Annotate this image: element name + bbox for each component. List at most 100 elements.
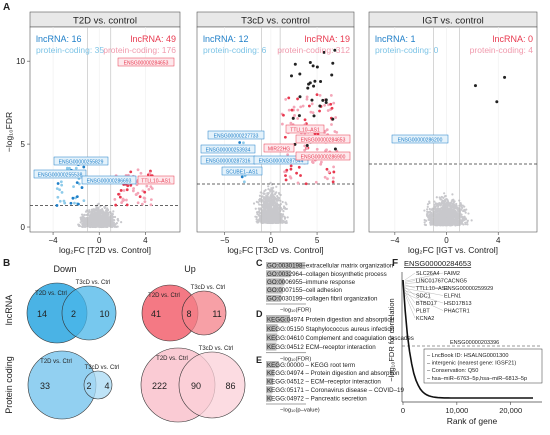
point-up: [140, 202, 144, 206]
point-up: [330, 106, 334, 110]
point-highlight: [297, 114, 301, 118]
point-ns: [96, 225, 99, 228]
gene-callout-label: ENSG00000286900: [301, 154, 346, 160]
rank-curve: [402, 279, 533, 399]
point-ns: [286, 216, 289, 219]
point-ns: [445, 215, 448, 218]
point-ns: [440, 201, 443, 204]
point-ns: [104, 209, 108, 212]
enrichment-axis-label: −log₁₀(FDR): [280, 308, 311, 314]
rank-x-tick-label: 10,000: [445, 406, 468, 415]
point-ns: [443, 203, 446, 206]
gene-callout-label: TTLL10–AS1: [290, 127, 320, 133]
point-ns: [267, 187, 270, 191]
rank-info-line: – intergenic (nearest gene: IGSF21): [427, 361, 516, 367]
venn-set-label-t3cd: T3cD vs. Ctrl: [85, 365, 120, 371]
point-ns: [453, 206, 457, 209]
point-up: [113, 197, 117, 201]
point-highlight: [311, 64, 315, 68]
point-ns: [451, 202, 454, 205]
venn-count-overlap: 90: [191, 381, 201, 391]
point-up: [309, 110, 313, 114]
venn-count-only-t3cd: 4: [104, 381, 109, 391]
point-ns: [281, 219, 284, 222]
point-up: [145, 184, 149, 188]
point-highlight: [333, 48, 337, 52]
point-ns: [449, 201, 452, 205]
point-ns: [271, 186, 275, 189]
point-ns: [430, 208, 433, 211]
venn-count-only-t2d: 14: [37, 309, 47, 319]
point-up: [149, 185, 153, 189]
point-ns: [102, 218, 105, 222]
rank-gene-label: KCNA2: [416, 316, 434, 322]
gene-callout-label: SCUBE1–AS1: [226, 169, 258, 175]
point-ns: [464, 217, 467, 220]
point-ns: [450, 211, 453, 215]
gene-callout-box: [207, 130, 265, 140]
point-ns: [426, 205, 429, 209]
gene-callout-box: [221, 166, 263, 176]
point-ns: [453, 204, 457, 207]
point-ns: [259, 208, 262, 211]
point-down: [60, 191, 64, 194]
enrichment-bar: [266, 270, 291, 278]
point-ns: [434, 214, 437, 218]
point-down: [71, 196, 75, 200]
point-ns: [257, 220, 260, 224]
point-up: [129, 170, 133, 174]
kegg-bar-chart-d: KEGG:04974 Protein digestion and absorpt…: [266, 315, 414, 362]
point-up: [296, 97, 299, 101]
point-ns: [449, 205, 452, 208]
volcano-title: IGT vs. control: [422, 16, 484, 27]
point-up: [284, 174, 287, 178]
point-ns: [259, 191, 262, 194]
point-ns: [443, 192, 446, 195]
point-ns: [463, 218, 466, 221]
point-ns: [277, 197, 281, 200]
point-ns: [460, 221, 463, 224]
venn-count-only-t2d: 222: [152, 381, 167, 391]
point-down: [56, 195, 60, 199]
gene-callout: MIR22HG: [263, 143, 295, 152]
enrichment-bar: [266, 377, 274, 385]
volcano-title: T3cD vs. control: [241, 16, 310, 27]
point-ns: [457, 220, 461, 223]
point-ns: [273, 201, 277, 204]
panel-label-b: B: [3, 258, 10, 269]
gene-callout-label: ENSG00000287544: [259, 158, 304, 164]
point-down: [240, 175, 244, 179]
point-up: [286, 153, 290, 157]
point-ns: [262, 210, 265, 213]
point-up: [288, 175, 292, 179]
point-ns: [267, 197, 270, 200]
enrichment-term-label: GO:0032964–collagen biosynthetic process: [267, 271, 387, 278]
point-ns: [423, 218, 426, 222]
point-ns: [467, 212, 470, 215]
point-up: [323, 103, 327, 107]
point-highlight: [289, 74, 293, 78]
rank-info-line: – LncBook ID: HSALNG0001300: [427, 353, 508, 359]
enrichment-term-label: GO:0007155–cell adhesion: [267, 287, 343, 294]
point-ns: [444, 222, 447, 225]
rank-gene-label: ELFN1: [444, 294, 461, 300]
point-ns: [262, 215, 265, 219]
point-ns: [117, 219, 120, 222]
rank-gene-leader: [404, 290, 444, 304]
gene-callout-label: MIR22HG: [268, 146, 290, 152]
point-ns: [459, 209, 462, 212]
point-up: [334, 116, 338, 119]
point-highlight: [473, 84, 477, 88]
point-up: [280, 122, 284, 126]
point-up: [315, 93, 319, 96]
point-ns: [265, 201, 268, 204]
point-highlight: [298, 95, 302, 99]
x-tick-label: 4: [496, 236, 501, 245]
point-ns: [92, 225, 95, 228]
venn-count-only-t2d: 41: [151, 309, 161, 319]
point-up: [324, 149, 327, 153]
point-ns: [274, 205, 277, 209]
point-highlight: [319, 80, 323, 84]
lncrna-count-down: lncRNA: 1: [375, 34, 416, 44]
protein-coding-count-up: protein-coding: 4: [470, 45, 534, 55]
